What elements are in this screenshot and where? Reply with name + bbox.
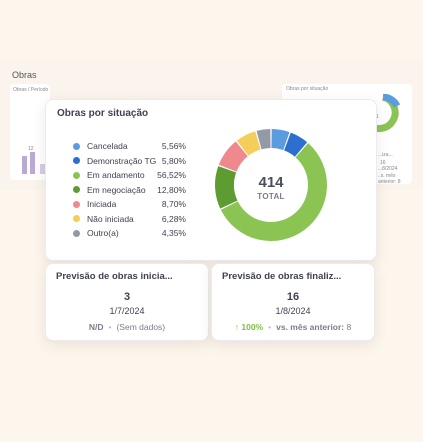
separator-dot: •	[268, 322, 272, 332]
legend-percentages: 5,56% 5,80% 56,52% 12,80% 8,70% 6,28% 4,…	[156, 139, 186, 241]
background-panel-left: Obras / Período 12	[10, 84, 50, 180]
kpi-compare-value: 100%	[241, 322, 264, 332]
background-panel-value: 12	[28, 146, 34, 152]
background-bar	[30, 152, 35, 174]
legend-dot	[73, 229, 80, 237]
status-card-title: Obras por situação	[57, 108, 149, 119]
kpi-compare-text: (Sem dados)	[116, 322, 166, 332]
kpi-comparison: N/D • (Sem dados)	[46, 322, 208, 332]
legend-label: Em andamento	[87, 170, 145, 180]
kpi-value: 16	[286, 291, 300, 303]
background-panel-compare: ..s. mês anterior: 8	[378, 173, 401, 185]
legend-pct: 8,70%	[161, 199, 186, 209]
background-panel-caption: Obras / Período	[13, 87, 49, 93]
legend-dot	[73, 186, 80, 194]
background-panel-small-value: 1	[376, 114, 379, 120]
legend-item-demonstracao-tg[interactable]: Demonstração TG	[73, 154, 185, 169]
donut-slice-outro-a-[interactable]	[256, 129, 271, 150]
legend-item-iniciada[interactable]: Iniciada	[73, 197, 185, 212]
legend-label: Demonstração TG	[87, 155, 157, 166]
legend-label: Outro(a)	[87, 228, 119, 238]
background-bar	[40, 164, 45, 174]
background-panel-number: 16	[380, 160, 386, 166]
kpi-compare-text: vs. mês anterior:	[276, 322, 345, 332]
legend-item-outro[interactable]: Outro(a)	[73, 226, 185, 241]
legend-label: Em negociação	[87, 184, 146, 195]
legend-item-em-andamento[interactable]: Em andamento	[73, 168, 185, 183]
kpi-compare-value: N/D	[88, 322, 104, 332]
legend-item-nao-iniciada[interactable]: Não iniciada	[73, 212, 185, 227]
legend-dot	[73, 142, 80, 150]
status-donut-chart[interactable]: 414 TOTAL	[211, 125, 331, 245]
donut-slice-demonstra-o-tg[interactable]	[284, 132, 308, 157]
kpi-date: 1/8/2024	[275, 306, 311, 316]
arrow-up-icon: ↑	[234, 322, 239, 332]
legend-pct: 12,80%	[157, 184, 186, 195]
background-bar	[22, 156, 27, 174]
kpi-title: Previsão de obras finaliz...	[222, 271, 342, 282]
donut-total-label: TOTAL	[257, 192, 284, 201]
legend-label: Não iniciada	[87, 213, 134, 224]
kpi-comparison: ↑ 100% • vs. mês anterior: 8	[212, 322, 374, 332]
kpi-title: Previsão de obras inicia...	[56, 271, 173, 282]
kpi-value: 3	[123, 291, 131, 303]
legend-pct: 6,28%	[161, 213, 186, 224]
legend-label: Iniciada	[87, 199, 117, 209]
legend-dot	[73, 157, 80, 165]
legend-item-em-negociacao[interactable]: Em negociação	[73, 183, 185, 198]
kpi-compare-prev: 8	[346, 322, 352, 332]
legend-dot	[73, 171, 80, 179]
donut-slice-iniciada[interactable]	[218, 141, 248, 172]
background-panel-lower-caption: ...iza...	[378, 152, 393, 158]
legend-dot	[73, 200, 80, 208]
donut-slice-em-negocia-o[interactable]	[215, 166, 238, 209]
separator-dot: •	[108, 322, 112, 332]
status-legend: Cancelada Demonstração TG Em andamento E…	[73, 139, 185, 241]
legend-label: Cancelada	[87, 141, 128, 151]
legend-dot	[73, 215, 80, 223]
legend-pct: 4,35%	[161, 228, 186, 238]
donut-slice-cancelada[interactable]	[271, 129, 290, 151]
legend-item-cancelada[interactable]: Cancelada	[73, 139, 185, 154]
donut-slice-n-o-iniciada[interactable]	[236, 131, 261, 156]
kpi-card-start-forecast: Previsão de obras inicia... 3 1/7/2024 N…	[45, 263, 209, 341]
legend-pct: 56,52%	[157, 170, 186, 180]
background-panel-date: ...8/2024	[378, 166, 398, 172]
kpi-date: 1/7/2024	[109, 306, 145, 316]
donut-slice-em-andamento[interactable]	[220, 143, 327, 241]
status-card: Obras por situação Cancelada Demonstraçã…	[45, 99, 377, 261]
legend-pct: 5,56%	[161, 141, 186, 151]
donut-total-value: 414	[258, 174, 284, 191]
background-panel-caption: Obras por situação	[286, 86, 329, 92]
kpi-card-end-forecast: Previsão de obras finaliz... 16 1/8/2024…	[211, 263, 375, 341]
dashboard-title: Obras	[12, 70, 37, 80]
legend-pct: 5,80%	[161, 155, 186, 166]
